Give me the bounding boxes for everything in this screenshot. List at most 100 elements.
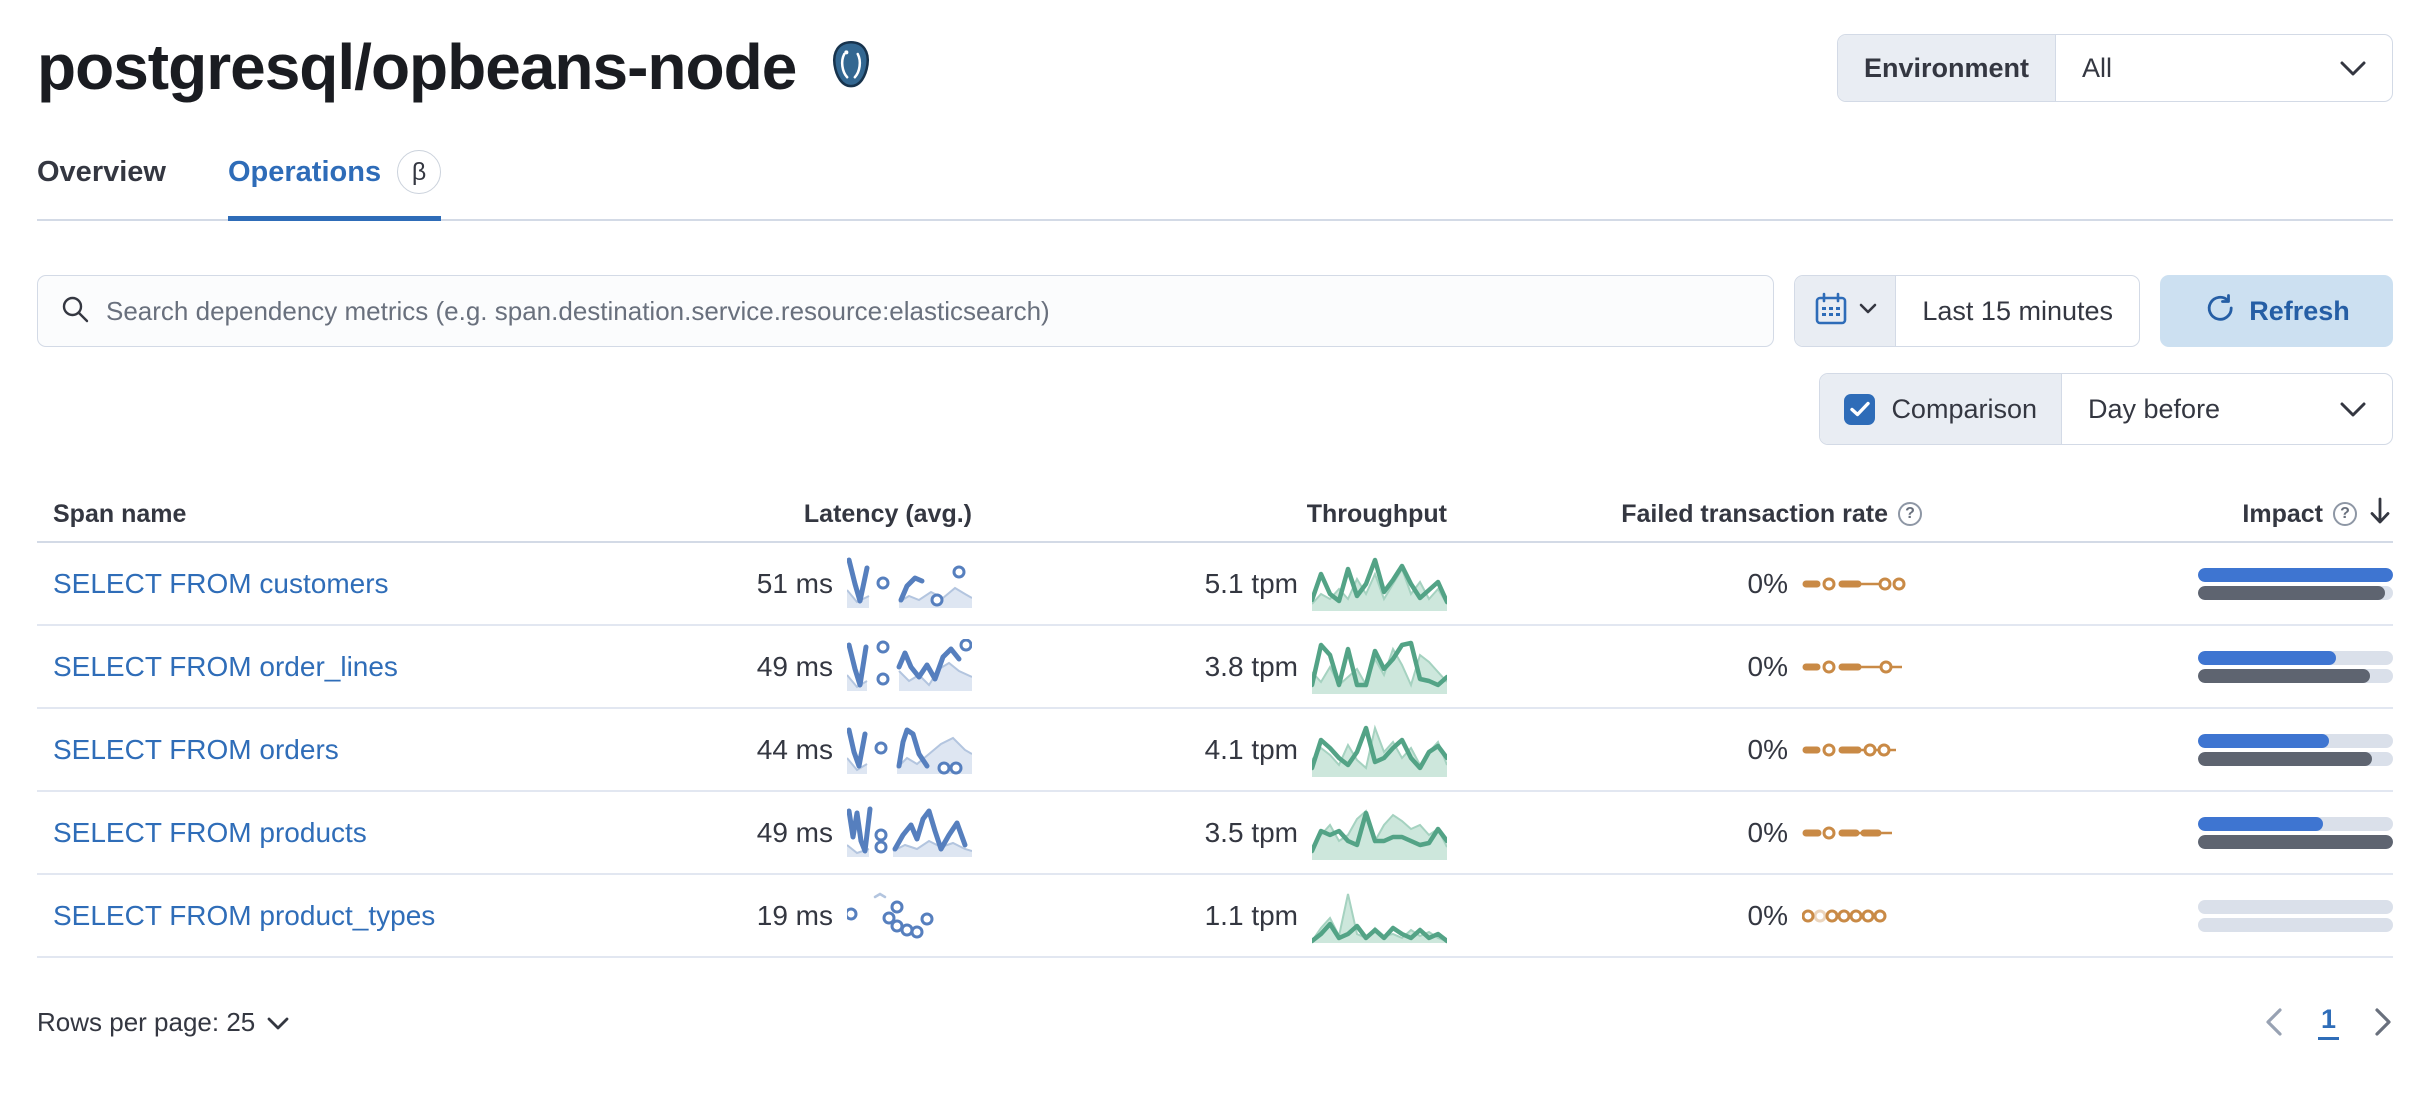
- table-row: SELECT FROM products 49 ms 3.5 tpm 0%: [37, 792, 2393, 875]
- failed-rate-sparkline: [1802, 564, 1922, 604]
- latency-value: 44 ms: [756, 733, 833, 765]
- sort-descending-icon[interactable]: [2367, 496, 2393, 533]
- failed-rate-value: 0%: [1747, 650, 1788, 682]
- column-header-latency: Latency (avg.): [803, 499, 972, 528]
- latency-sparkline: [847, 805, 972, 860]
- impact-bars: [2198, 564, 2393, 604]
- calendar-icon: [1813, 291, 1849, 332]
- table-row: SELECT FROM orders 44 ms 4.1 tpm 0%: [37, 709, 2393, 792]
- latency-value: 51 ms: [756, 567, 833, 599]
- chevron-down-icon: [1859, 302, 1877, 320]
- impact-bar-previous: [2198, 751, 2393, 766]
- failed-rate-value: 0%: [1747, 899, 1788, 931]
- table-row: SELECT FROM order_lines 49 ms 3.8 tpm 0%: [37, 626, 2393, 709]
- help-icon[interactable]: ?: [2333, 502, 2357, 526]
- time-range-value[interactable]: Last 15 minutes: [1922, 295, 2113, 326]
- help-icon[interactable]: ?: [1898, 502, 1922, 526]
- impact-bar-current: [2198, 733, 2393, 748]
- title-wrap: postgresql/opbeans-node: [37, 30, 878, 104]
- failed-rate-sparkline: [1802, 730, 1922, 770]
- impact-bar-previous: [2198, 668, 2393, 683]
- throughput-value: 3.5 tpm: [1204, 816, 1298, 848]
- latency-sparkline: [847, 722, 972, 777]
- pagination: 1: [2264, 1004, 2393, 1040]
- comparison-checkbox-section: Comparison: [1820, 374, 2062, 444]
- latency-value: 19 ms: [756, 899, 833, 931]
- next-page-icon[interactable]: [2373, 1007, 2393, 1037]
- chevron-down-icon: [267, 1007, 289, 1038]
- throughput-value: 5.1 tpm: [1204, 567, 1298, 599]
- throughput-sparkline: [1312, 886, 1447, 946]
- rows-per-page-button[interactable]: Rows per page: 25: [37, 1007, 289, 1038]
- latency-value: 49 ms: [756, 816, 833, 848]
- impact-bar-current: [2198, 899, 2393, 914]
- toolbar: Last 15 minutes Refresh: [37, 275, 2393, 347]
- throughput-sparkline: [1312, 554, 1447, 614]
- throughput-sparkline: [1312, 637, 1447, 697]
- failed-rate-sparkline: [1802, 896, 1922, 936]
- search-box[interactable]: [37, 275, 1775, 347]
- operations-table: Span name Latency (avg.) Throughput Fail…: [37, 487, 2393, 958]
- table-footer: Rows per page: 25 1: [37, 1004, 2393, 1040]
- impact-bar-current: [2198, 816, 2393, 831]
- chevron-down-icon: [2340, 53, 2366, 84]
- chevron-down-icon: [2340, 394, 2366, 425]
- comparison-select[interactable]: Day before: [2062, 374, 2392, 444]
- comparison-row: Comparison Day before: [37, 373, 2393, 445]
- latency-sparkline: [847, 888, 972, 943]
- page-header: postgresql/opbeans-node Environment All: [37, 0, 2393, 104]
- throughput-sparkline: [1312, 803, 1447, 863]
- tab-overview[interactable]: Overview: [37, 155, 166, 188]
- failed-rate-value: 0%: [1747, 567, 1788, 599]
- tab-operations[interactable]: Operations β: [227, 150, 442, 221]
- comparison-label: Comparison: [1891, 393, 2037, 424]
- comparison-checkbox[interactable]: [1844, 393, 1876, 425]
- column-header-impact[interactable]: Impact ?: [1922, 496, 2393, 533]
- beta-badge: β: [397, 150, 442, 194]
- refresh-button[interactable]: Refresh: [2160, 275, 2393, 347]
- impact-bars: [2198, 813, 2393, 853]
- environment-label: Environment: [1837, 35, 2056, 101]
- environment-value[interactable]: All: [2056, 35, 2392, 101]
- impact-bar-previous: [2198, 585, 2393, 600]
- column-header-span-name: Span name: [53, 499, 187, 528]
- impact-bars: [2198, 647, 2393, 687]
- impact-bars: [2198, 730, 2393, 770]
- page-number[interactable]: 1: [2317, 1004, 2339, 1040]
- span-name-link[interactable]: SELECT FROM orders: [53, 733, 339, 765]
- span-name-link[interactable]: SELECT FROM order_lines: [53, 650, 398, 682]
- table-header-row: Span name Latency (avg.) Throughput Fail…: [37, 487, 2393, 543]
- throughput-value: 4.1 tpm: [1204, 733, 1298, 765]
- throughput-value: 3.8 tpm: [1204, 650, 1298, 682]
- impact-bar-current: [2198, 567, 2393, 582]
- page-title: postgresql/opbeans-node: [37, 31, 797, 103]
- tab-bar: Overview Operations β: [37, 150, 2393, 221]
- previous-page-icon[interactable]: [2264, 1007, 2284, 1037]
- postgresql-icon: [824, 38, 878, 97]
- search-icon: [60, 294, 90, 329]
- failed-rate-value: 0%: [1747, 733, 1788, 765]
- latency-sparkline: [847, 556, 972, 611]
- failed-rate-sparkline: [1802, 647, 1922, 687]
- refresh-icon: [2203, 292, 2235, 331]
- comparison-control: Comparison Day before: [1819, 373, 2393, 445]
- latency-value: 49 ms: [756, 650, 833, 682]
- table-row: SELECT FROM product_types 19 ms 1.1 tpm …: [37, 875, 2393, 958]
- calendar-menu-button[interactable]: [1795, 276, 1897, 346]
- failed-rate-sparkline: [1802, 813, 1922, 853]
- column-header-failed-transaction-rate: Failed transaction rate ?: [1447, 500, 1922, 529]
- failed-rate-value: 0%: [1747, 816, 1788, 848]
- environment-select[interactable]: Environment All: [1836, 34, 2393, 102]
- span-name-link[interactable]: SELECT FROM customers: [53, 567, 389, 599]
- throughput-sparkline: [1312, 720, 1447, 780]
- search-input[interactable]: [106, 295, 1752, 327]
- column-header-throughput: Throughput: [1306, 499, 1447, 528]
- impact-bar-current: [2198, 650, 2393, 665]
- time-range-picker: Last 15 minutes: [1794, 275, 2140, 347]
- span-name-link[interactable]: SELECT FROM products: [53, 816, 367, 848]
- impact-bar-previous: [2198, 917, 2393, 932]
- span-name-link[interactable]: SELECT FROM product_types: [53, 899, 436, 931]
- impact-bar-previous: [2198, 834, 2393, 849]
- throughput-value: 1.1 tpm: [1204, 899, 1298, 931]
- table-row: SELECT FROM customers 51 ms 5.1 tpm 0%: [37, 543, 2393, 626]
